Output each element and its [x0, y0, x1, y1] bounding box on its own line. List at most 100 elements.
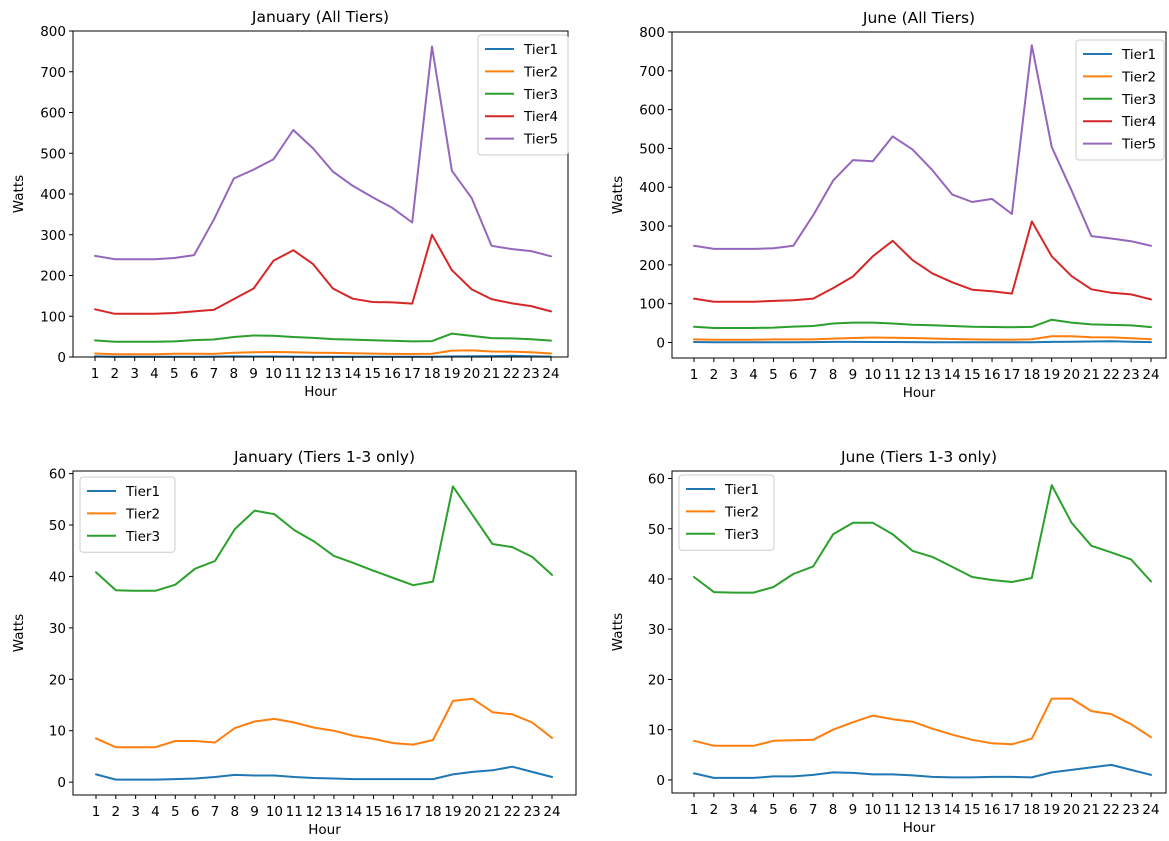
chart-title: June (All Tiers): [862, 9, 975, 27]
x-tick-label: 22: [1103, 367, 1120, 383]
x-tick-label: 1: [690, 802, 699, 818]
series-line-tier1: [95, 765, 553, 781]
x-tick-label: 9: [849, 802, 858, 818]
y-tick-label: 30: [648, 622, 665, 638]
x-tick-label: 22: [1103, 802, 1120, 818]
x-tick-label: 16: [384, 366, 401, 382]
x-tick-label: 23: [1123, 802, 1140, 818]
series-line-tier5: [693, 44, 1152, 250]
x-tick-label: 4: [749, 802, 758, 818]
series-line-tier3: [693, 484, 1152, 594]
x-tick-label: 13: [924, 367, 941, 383]
legend-label: Tier3: [125, 529, 160, 545]
y-tick-label: 400: [40, 187, 66, 203]
x-tick-label: 8: [829, 802, 838, 818]
x-tick-label: 22: [503, 366, 520, 382]
legend-label: Tier1: [523, 42, 558, 58]
x-tick-label: 16: [385, 804, 402, 820]
y-tick-label: 10: [49, 724, 66, 740]
legend-label: Tier1: [1121, 47, 1156, 63]
x-tick-label: 20: [463, 366, 480, 382]
x-tick-label: 24: [1142, 367, 1159, 383]
y-tick-label: 50: [49, 518, 66, 534]
series-line-tier3: [693, 318, 1152, 329]
x-tick-label: 3: [729, 802, 738, 818]
chart-title: January (Tiers 1-3 only): [233, 448, 415, 466]
x-tick-label: 15: [964, 802, 981, 818]
x-tick-label: 7: [210, 366, 219, 382]
legend-label: Tier1: [125, 484, 160, 500]
x-tick-label: 6: [190, 366, 199, 382]
y-tick-label: 0: [656, 335, 665, 351]
x-tick-label: 21: [484, 804, 501, 820]
y-tick-label: 500: [639, 141, 665, 157]
legend: Tier1 Tier2 Tier3: [79, 476, 176, 553]
x-tick-label: 20: [464, 804, 481, 820]
legend-label: Tier4: [1121, 114, 1156, 130]
x-tick-label: 6: [191, 804, 200, 820]
legend-box: [79, 476, 176, 553]
x-tick-label: 3: [130, 366, 139, 382]
x-tick-label: 10: [864, 367, 881, 383]
y-axis-label: Watts: [610, 613, 626, 651]
y-tick-label: 10: [648, 723, 665, 739]
x-tick-label: 1: [91, 366, 100, 382]
chart-title: June (Tiers 1-3 only): [840, 448, 997, 466]
x-tick-label: 7: [809, 802, 818, 818]
x-tick-label: 15: [964, 367, 981, 383]
axes-frame: [671, 470, 1167, 794]
x-tick-label: 4: [749, 367, 758, 383]
legend: Tier1 Tier2 Tier3 Tier4 Tier5: [1075, 39, 1165, 161]
y-axis-label: Watts: [11, 175, 27, 213]
y-tick-label: 300: [40, 228, 66, 244]
chart-panel-2: June (All Tiers) 0 100 200 300 400 500 600 700 80…: [610, 9, 1167, 401]
x-tick-label: 9: [250, 804, 259, 820]
legend-label: Tier5: [1121, 137, 1156, 153]
x-tick-label: 3: [729, 367, 738, 383]
x-tick-label: 17: [1003, 367, 1020, 383]
x-tick-label: 19: [444, 804, 461, 820]
series-group: [94, 45, 552, 358]
series-line-tier5: [94, 45, 552, 261]
x-tick-label: 12: [904, 802, 921, 818]
x-tick-label: 5: [769, 367, 778, 383]
x-tick-label: 8: [229, 366, 238, 382]
x-tick-label: 18: [423, 366, 440, 382]
x-tick-label: 20: [1063, 802, 1080, 818]
x-tick-label: 18: [1023, 367, 1040, 383]
series-line-tier2: [693, 335, 1152, 341]
legend-box: [678, 474, 775, 551]
series-line-tier1: [693, 763, 1152, 779]
legend-box: [1075, 39, 1165, 161]
x-tick-label: 5: [769, 802, 778, 818]
x-tick-label: 16: [983, 367, 1000, 383]
x-tick-label: 2: [710, 367, 719, 383]
x-tick-label: 13: [325, 804, 342, 820]
legend-label: Tier5: [523, 132, 558, 148]
x-tick-label: 8: [829, 367, 838, 383]
x-tick-label: 8: [230, 804, 239, 820]
legend-label: Tier2: [724, 504, 759, 520]
y-tick-label: 200: [40, 269, 66, 285]
legend-label: Tier3: [724, 527, 759, 543]
legend: Tier1 Tier2 Tier3 Tier4 Tier5: [477, 34, 569, 156]
x-tick-label: 11: [884, 367, 901, 383]
y-tick-label: 600: [639, 103, 665, 119]
legend-label: Tier3: [523, 87, 558, 103]
y-tick-label: 200: [639, 258, 665, 274]
x-tick-label: 23: [1123, 367, 1140, 383]
x-tick-label: 19: [1043, 802, 1060, 818]
axes-frame: [72, 470, 577, 796]
x-tick-label: 14: [944, 367, 961, 383]
x-tick-label: 5: [171, 804, 180, 820]
x-tick-label: 22: [504, 804, 521, 820]
x-tick-label: 24: [543, 804, 560, 820]
y-tick-label: 500: [40, 146, 66, 162]
x-tick-label: 6: [789, 367, 798, 383]
x-tick-label: 13: [924, 802, 941, 818]
x-tick-label: 19: [443, 366, 460, 382]
legend-label: Tier2: [1121, 69, 1156, 85]
y-tick-label: 0: [57, 775, 66, 791]
